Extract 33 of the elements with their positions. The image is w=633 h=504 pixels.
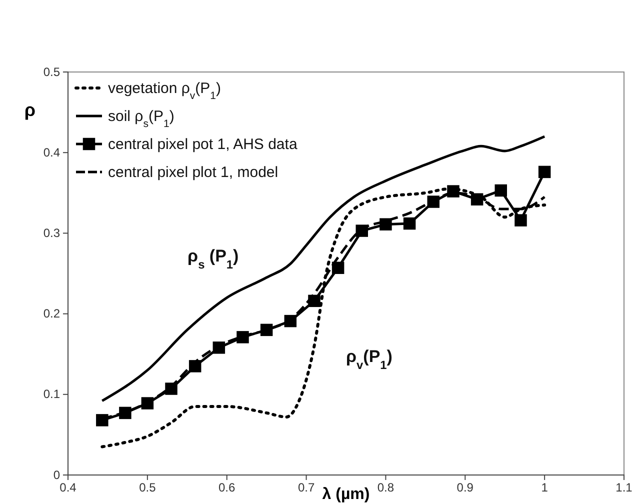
point bbox=[538, 166, 551, 178]
point bbox=[494, 184, 508, 197]
y-tick-label: 0.4 bbox=[43, 145, 60, 160]
y-tick-label: 0.2 bbox=[43, 306, 60, 321]
point bbox=[514, 214, 527, 226]
x-tick-label: 0.7 bbox=[298, 480, 315, 495]
x-tick-label: 0.5 bbox=[139, 480, 156, 495]
x-tick-label: 0.9 bbox=[456, 480, 474, 495]
y-axis-title: ρ bbox=[24, 100, 36, 120]
x-tick-label: 0.4 bbox=[60, 480, 77, 495]
y-tick-label: 0 bbox=[53, 468, 60, 482]
legend-label: soil ρ$_{s}$(P$_{1}$) bbox=[108, 108, 174, 130]
x-tick-label: 1 bbox=[541, 480, 548, 495]
point bbox=[96, 414, 108, 426]
x-axis-title: λ (µm) bbox=[322, 486, 370, 503]
point bbox=[380, 218, 392, 230]
y-tick-label: 0.5 bbox=[43, 64, 60, 79]
legend-label: central pixel plot 1, model bbox=[108, 164, 278, 181]
line-series bbox=[100, 135, 546, 402]
legend-label: vegetation ρ$_{v}$(P$_{1}$) bbox=[108, 80, 222, 102]
point bbox=[332, 262, 344, 274]
y-tick-label: 0.1 bbox=[43, 387, 60, 402]
point bbox=[403, 217, 416, 230]
x-tick-label: 0.8 bbox=[377, 480, 394, 495]
legend-label: central pixel pot 1, AHS data bbox=[108, 136, 298, 153]
x-tick-label: 1.1 bbox=[616, 480, 633, 495]
point bbox=[165, 382, 178, 395]
x-tick-label: 0.6 bbox=[218, 480, 236, 495]
point bbox=[447, 185, 460, 198]
annotation: ρ$_{v}$(P$_{1}$) bbox=[346, 347, 392, 372]
annotation: ρ$_{s}$ (P$_{1}$) bbox=[188, 246, 239, 272]
y-tick-label: 0.3 bbox=[43, 226, 60, 240]
point bbox=[236, 331, 249, 344]
